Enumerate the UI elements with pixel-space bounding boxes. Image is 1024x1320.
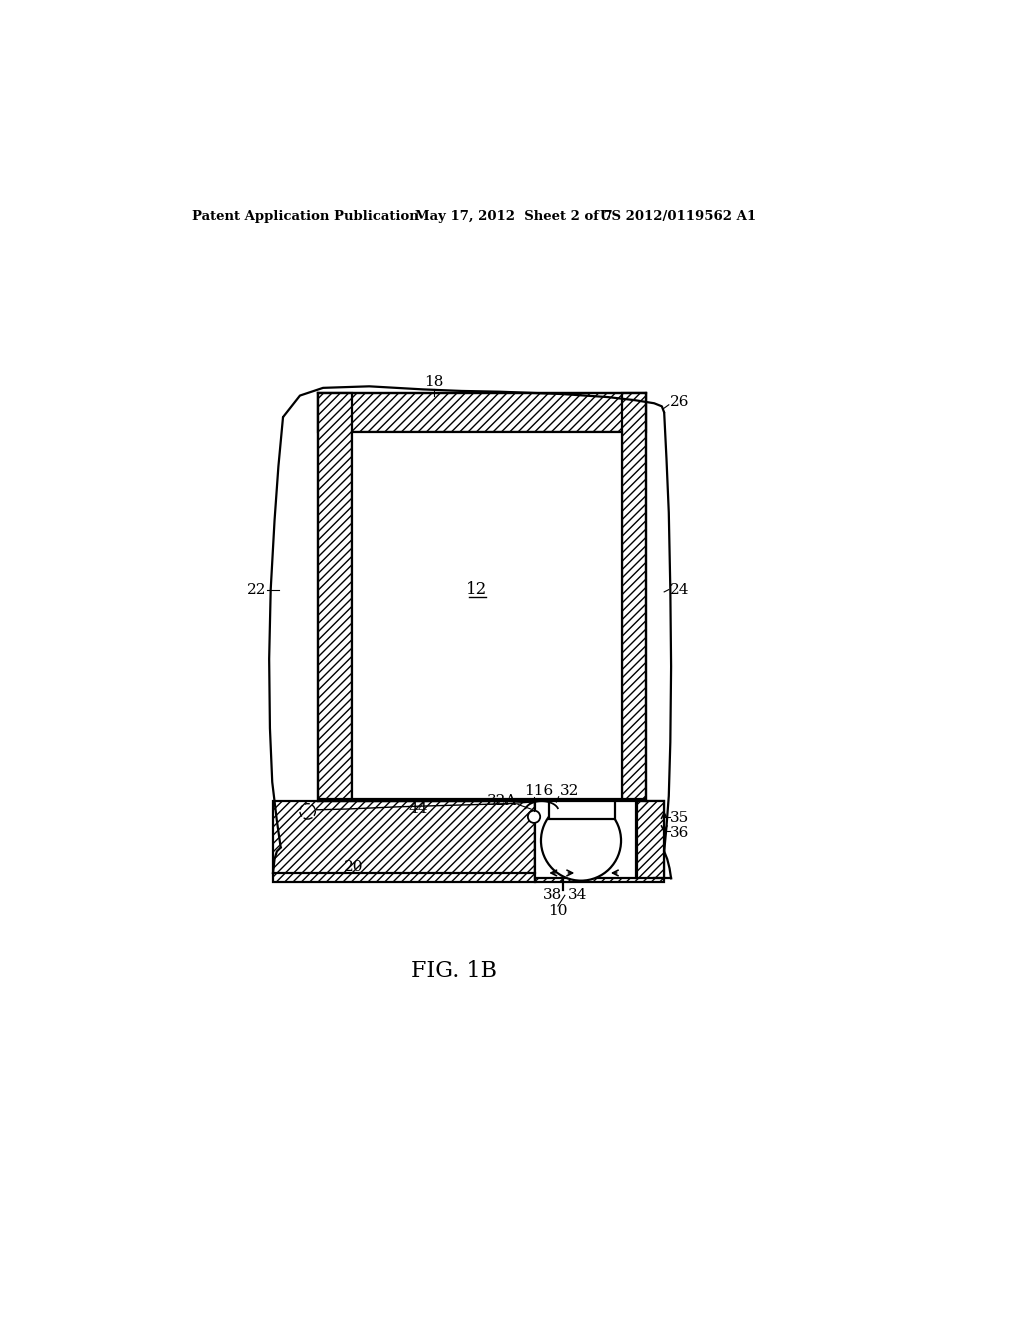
Text: 116: 116 (524, 784, 553, 799)
Text: 26: 26 (670, 396, 689, 409)
Bar (317, 355, 646, 393)
Bar (265, 393, 317, 799)
Circle shape (528, 810, 541, 822)
Text: 35: 35 (670, 812, 689, 825)
Text: 18: 18 (424, 375, 443, 389)
Text: 24: 24 (670, 582, 689, 597)
Bar (317, 393, 646, 432)
Bar (637, 801, 665, 878)
Text: 20: 20 (344, 859, 364, 874)
Text: 34: 34 (567, 887, 587, 902)
Text: 44: 44 (409, 803, 428, 816)
Bar (535, 801, 637, 878)
Bar (550, 801, 614, 818)
Text: May 17, 2012  Sheet 2 of 7: May 17, 2012 Sheet 2 of 7 (416, 210, 613, 223)
Text: Patent Application Publication: Patent Application Publication (193, 210, 419, 223)
Bar (352, 432, 622, 799)
Text: US 2012/0119562 A1: US 2012/0119562 A1 (600, 210, 757, 223)
Text: 12: 12 (467, 581, 487, 598)
Bar (622, 393, 646, 799)
Bar (258, 374, 687, 898)
Text: 38: 38 (543, 887, 562, 902)
Bar (646, 393, 672, 799)
Bar (535, 801, 665, 882)
Text: FIG. 1B: FIG. 1B (411, 960, 497, 982)
Bar (317, 393, 352, 799)
Circle shape (541, 800, 621, 880)
Text: 22: 22 (247, 582, 266, 597)
Text: 10: 10 (548, 904, 567, 919)
Text: 32A: 32A (486, 795, 517, 808)
Text: 32: 32 (559, 784, 579, 799)
Bar (273, 801, 535, 882)
Text: 36: 36 (670, 826, 689, 840)
